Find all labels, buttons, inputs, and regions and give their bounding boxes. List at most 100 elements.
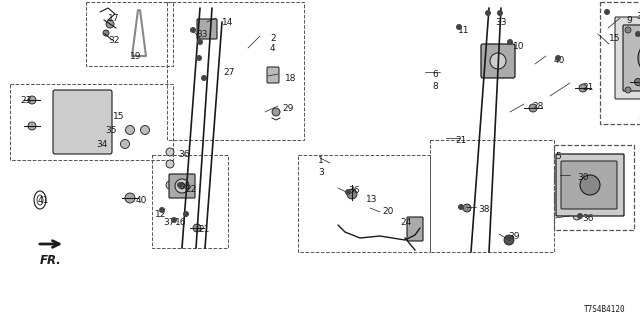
Circle shape xyxy=(193,224,201,232)
Circle shape xyxy=(196,55,202,61)
Ellipse shape xyxy=(125,125,134,134)
Circle shape xyxy=(580,175,600,195)
Text: 36: 36 xyxy=(636,12,640,21)
Circle shape xyxy=(175,179,189,193)
Circle shape xyxy=(125,193,135,203)
Circle shape xyxy=(103,30,109,36)
Circle shape xyxy=(507,39,513,45)
Text: 36: 36 xyxy=(582,214,593,223)
FancyBboxPatch shape xyxy=(615,17,640,99)
Text: 36: 36 xyxy=(178,182,189,191)
FancyBboxPatch shape xyxy=(556,154,624,216)
Text: 34: 34 xyxy=(96,140,108,149)
Circle shape xyxy=(555,55,561,61)
Circle shape xyxy=(577,213,583,219)
Text: 14: 14 xyxy=(222,18,234,27)
Circle shape xyxy=(458,204,464,210)
Circle shape xyxy=(171,217,177,223)
Text: 19: 19 xyxy=(130,52,141,61)
Circle shape xyxy=(497,10,503,16)
Circle shape xyxy=(272,108,280,116)
Text: 3: 3 xyxy=(318,168,324,177)
FancyBboxPatch shape xyxy=(407,217,423,241)
Text: 21: 21 xyxy=(582,83,593,92)
Circle shape xyxy=(179,183,185,189)
Text: FR.: FR. xyxy=(40,254,62,267)
FancyBboxPatch shape xyxy=(169,174,195,198)
Circle shape xyxy=(463,204,471,212)
Text: 4: 4 xyxy=(270,44,276,53)
Text: 9: 9 xyxy=(626,16,632,25)
Text: 40: 40 xyxy=(136,196,147,205)
Circle shape xyxy=(190,27,196,33)
Ellipse shape xyxy=(573,212,581,220)
Text: 36: 36 xyxy=(178,150,189,159)
Text: 41: 41 xyxy=(38,196,49,205)
Circle shape xyxy=(579,84,587,92)
Circle shape xyxy=(456,24,462,30)
FancyBboxPatch shape xyxy=(53,90,112,154)
Circle shape xyxy=(504,235,514,245)
Bar xyxy=(554,145,634,230)
Text: 36: 36 xyxy=(348,186,360,195)
Text: 18: 18 xyxy=(285,74,296,83)
Text: 15: 15 xyxy=(113,112,125,121)
Ellipse shape xyxy=(166,148,174,156)
Circle shape xyxy=(106,20,114,28)
Text: 25: 25 xyxy=(638,80,640,89)
Bar xyxy=(10,84,173,160)
Text: 38: 38 xyxy=(478,205,490,214)
FancyBboxPatch shape xyxy=(197,19,217,39)
Text: 40: 40 xyxy=(554,56,565,65)
Text: 35: 35 xyxy=(105,126,116,135)
Circle shape xyxy=(529,104,537,112)
Text: 33: 33 xyxy=(196,30,207,39)
Text: 22: 22 xyxy=(185,185,196,194)
Bar xyxy=(430,140,554,252)
FancyBboxPatch shape xyxy=(267,67,279,83)
Text: 27: 27 xyxy=(223,68,234,77)
Bar xyxy=(600,2,640,124)
Ellipse shape xyxy=(166,181,174,189)
Text: 6: 6 xyxy=(432,70,438,79)
Text: 5: 5 xyxy=(555,152,561,161)
Text: 37: 37 xyxy=(163,218,175,227)
Circle shape xyxy=(347,189,357,199)
Text: 33: 33 xyxy=(495,18,506,27)
Text: 2: 2 xyxy=(270,34,276,43)
Bar xyxy=(86,2,173,66)
Text: T7S4B4120: T7S4B4120 xyxy=(584,305,626,314)
Text: 1: 1 xyxy=(318,156,324,165)
FancyBboxPatch shape xyxy=(623,25,640,91)
Circle shape xyxy=(183,211,189,217)
Text: 11: 11 xyxy=(458,26,470,35)
Circle shape xyxy=(638,40,640,76)
Text: 8: 8 xyxy=(432,82,438,91)
Text: 39: 39 xyxy=(508,232,520,241)
Ellipse shape xyxy=(166,160,174,168)
FancyBboxPatch shape xyxy=(561,161,617,209)
Circle shape xyxy=(635,31,640,37)
Circle shape xyxy=(159,207,165,213)
Text: 28: 28 xyxy=(532,102,543,111)
Text: 23: 23 xyxy=(20,96,31,105)
Bar xyxy=(167,2,304,140)
Circle shape xyxy=(197,39,203,45)
Text: 16: 16 xyxy=(175,218,186,227)
FancyBboxPatch shape xyxy=(481,44,515,78)
Circle shape xyxy=(625,87,631,93)
Circle shape xyxy=(201,75,207,81)
Text: 20: 20 xyxy=(382,207,394,216)
Bar xyxy=(298,155,430,252)
Text: 13: 13 xyxy=(366,195,378,204)
Text: 17: 17 xyxy=(108,14,120,23)
Text: 30: 30 xyxy=(577,173,589,182)
Circle shape xyxy=(604,9,610,15)
Ellipse shape xyxy=(120,140,129,148)
Circle shape xyxy=(634,78,640,85)
Text: 12: 12 xyxy=(155,210,166,219)
Text: 32: 32 xyxy=(108,36,120,45)
Circle shape xyxy=(28,122,36,130)
Text: 10: 10 xyxy=(513,42,525,51)
Ellipse shape xyxy=(141,125,150,134)
